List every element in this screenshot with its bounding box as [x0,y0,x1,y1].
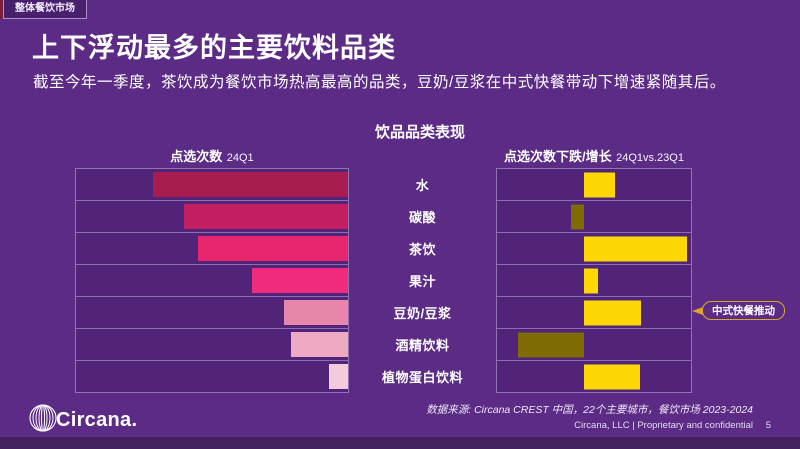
corner-accent-bar [0,0,3,19]
callout-label: 中式快餐推动 [712,305,775,317]
left-bar [197,236,348,261]
left-bar [291,332,348,357]
right-bar-positive [584,172,615,197]
left-bar-chart [75,168,349,393]
category-row: 植物蛋白饮料 [349,361,496,393]
right-bar-positive [584,268,598,293]
category-label: 茶饮 [408,241,436,257]
footer-legal: Circana, LLC | Proprietary and confident… [574,420,753,431]
left-chart-row [76,329,348,361]
callout-bubble: 中式快餐推动 [692,301,785,320]
category-label: 果汁 [408,273,436,289]
left-bar [184,204,348,229]
category-labels-column: 水碳酸茶饮果汁豆奶/豆浆酒精饮料植物蛋白饮料 [349,168,496,393]
category-label: 水 [415,177,430,193]
circana-logo: Circana. [26,401,137,440]
left-chart-row [76,201,348,233]
page-title: 上下浮动最多的主要饮料品类 [32,33,396,63]
circana-logo-text: Circana. [56,409,138,431]
page-subtitle: 截至今年一季度，茶饮成为餐饮市场热高最高的品类，豆奶/豆浆在中式快餐带动下增速紧… [33,74,726,91]
right-chart-row [497,201,691,233]
category-label: 植物蛋白饮料 [381,370,463,386]
category-row: 碳酸 [349,200,496,232]
category-row: 茶饮 [349,232,496,264]
right-bar-negative [571,204,584,229]
right-chart-row [497,361,691,392]
callout-tail-icon [692,307,703,315]
category-label: 碳酸 [408,209,436,225]
chart-section-title: 饮品品类表现 [374,124,465,141]
section-tag-label: 整体餐饮市场 [15,3,75,14]
section-tag: 整体餐饮市场 [3,0,87,19]
category-row: 果汁 [349,264,496,296]
left-chart-row [76,297,348,329]
category-label: 豆奶/豆浆 [393,306,452,322]
category-label: 酒精饮料 [395,338,450,354]
left-bar [328,364,348,389]
right-chart-header: 点选次数下跌/增长 24Q1vs.23Q1 [466,146,722,166]
right-bar-positive [584,300,641,325]
left-chart-header: 点选次数 24Q1 [75,146,349,166]
bottom-strip [0,437,800,449]
left-chart-row [76,265,348,297]
right-chart-row [497,169,691,201]
right-bar-positive [584,236,687,261]
left-chart-header-label: 点选次数 [170,149,223,164]
right-chart-header-label: 点选次数下跌/增长 [504,149,612,164]
right-bar-chart [496,168,692,393]
left-chart-row [76,361,348,392]
right-bar-positive [584,364,640,389]
left-bar [252,268,348,293]
right-bar-negative [518,332,584,357]
page-number: 5 [765,420,771,431]
left-chart-row [76,233,348,265]
data-source-note: 数据来源: Circana CREST 中国，22个主要城市，餐饮市场 2023… [426,404,753,416]
category-row: 水 [349,168,496,200]
left-chart-header-period: 24Q1 [226,152,254,164]
right-chart-header-period: 24Q1vs.23Q1 [616,152,684,164]
right-chart-row [497,329,691,361]
right-chart-row [497,233,691,265]
category-row: 酒精饮料 [349,329,496,361]
category-row: 豆奶/豆浆 [349,297,496,329]
right-chart-row [497,297,691,329]
left-bar [283,300,348,325]
left-chart-row [76,169,348,201]
circana-sphere-icon [26,401,60,440]
left-bar [153,172,348,197]
right-chart-row [497,265,691,297]
